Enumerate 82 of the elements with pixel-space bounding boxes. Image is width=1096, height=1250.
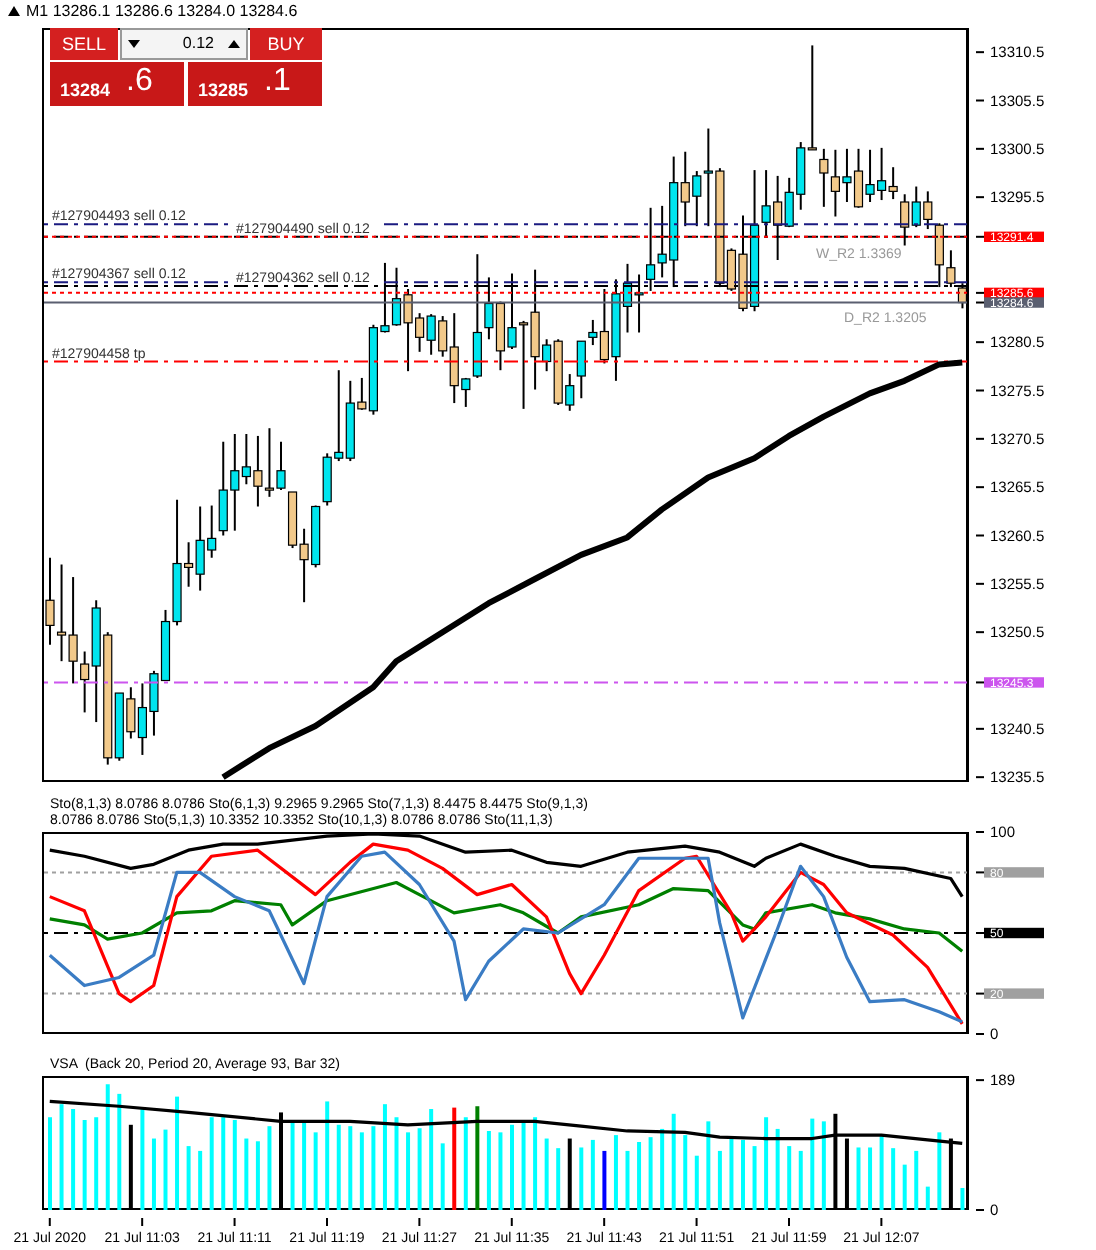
bar — [117, 1093, 122, 1210]
line-series — [48, 880, 964, 953]
bar — [556, 1148, 561, 1210]
bar — [729, 1137, 734, 1210]
annotation: BUY — [250, 28, 322, 60]
candlestick — [819, 147, 829, 208]
bar — [336, 1124, 341, 1210]
bar — [671, 1113, 676, 1210]
bar — [371, 1126, 376, 1210]
bar — [198, 1150, 203, 1210]
bar — [475, 1106, 480, 1210]
bar — [82, 1119, 87, 1210]
bar — [510, 1124, 514, 1210]
bar — [891, 1148, 896, 1210]
bar — [290, 1119, 295, 1210]
bar — [452, 1107, 457, 1210]
annotation: SELL — [50, 28, 118, 60]
bar — [752, 1146, 757, 1210]
bar — [637, 1141, 642, 1210]
bar — [544, 1138, 549, 1210]
bar — [498, 1132, 503, 1210]
bar — [325, 1101, 330, 1210]
bar — [348, 1126, 353, 1210]
bar — [232, 1119, 237, 1210]
bar — [440, 1143, 445, 1210]
bar — [602, 1150, 607, 1210]
bar — [775, 1128, 780, 1210]
bar — [209, 1117, 214, 1210]
bar — [429, 1108, 434, 1210]
bar — [406, 1132, 411, 1210]
bar — [244, 1138, 249, 1210]
bar — [486, 1130, 491, 1210]
bar — [879, 1135, 884, 1210]
bar — [579, 1147, 584, 1210]
bar — [302, 1119, 307, 1210]
bar — [533, 1117, 538, 1210]
bar — [937, 1132, 942, 1210]
bar — [856, 1147, 861, 1210]
bar — [914, 1150, 919, 1210]
bar — [764, 1117, 769, 1210]
bar — [48, 1117, 52, 1210]
candlestick — [576, 340, 586, 400]
bar — [521, 1121, 526, 1210]
bar — [175, 1096, 180, 1210]
bar — [741, 1139, 745, 1210]
bar — [71, 1108, 76, 1210]
bar — [163, 1129, 168, 1210]
bar — [94, 1117, 99, 1210]
bar — [625, 1150, 630, 1210]
bar — [868, 1147, 873, 1210]
bar — [186, 1146, 191, 1210]
bar — [694, 1155, 699, 1210]
bar — [683, 1135, 688, 1210]
bar — [902, 1164, 907, 1210]
bar — [925, 1186, 930, 1210]
bar — [313, 1132, 318, 1210]
bar — [810, 1118, 815, 1210]
bar — [787, 1146, 792, 1210]
bar — [648, 1137, 653, 1210]
bar — [821, 1121, 826, 1210]
bar — [798, 1150, 803, 1210]
bar — [717, 1150, 722, 1210]
bar — [960, 1188, 965, 1210]
annotation: 0.12 — [182, 32, 214, 56]
bar — [59, 1104, 64, 1210]
bar — [394, 1117, 399, 1210]
bar — [590, 1139, 595, 1210]
bar — [359, 1132, 364, 1210]
bar — [105, 1084, 110, 1210]
bar — [382, 1104, 387, 1210]
bar — [613, 1135, 618, 1210]
bar — [151, 1138, 156, 1210]
bar — [706, 1121, 711, 1210]
bar — [463, 1117, 468, 1210]
bar — [417, 1128, 422, 1210]
bar — [267, 1126, 272, 1210]
annotation: 13285 .1 — [198, 64, 291, 100]
bar — [140, 1108, 145, 1210]
chart-title: M1 13286.1 13286.6 13284.0 13284.6 — [26, 2, 298, 20]
annotation: 13284 .6 — [60, 64, 153, 100]
bar — [660, 1128, 665, 1210]
bar — [221, 1117, 226, 1210]
